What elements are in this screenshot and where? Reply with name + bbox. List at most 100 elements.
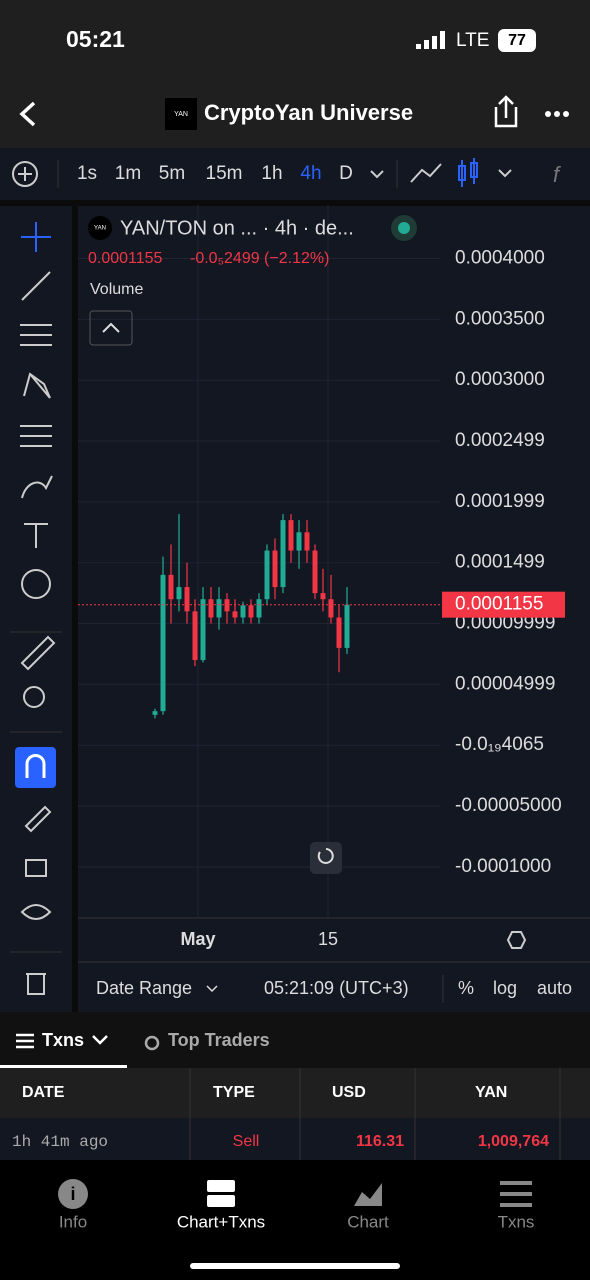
interval[interactable]: 5m — [159, 163, 185, 184]
dropdown — [206, 985, 218, 993]
candle-body — [288, 520, 294, 551]
column-header[interactable]: YAN — [475, 1084, 507, 1101]
crosshair-tool[interactable] — [21, 222, 51, 252]
brush-tool[interactable] — [21, 475, 53, 499]
visibility-tool[interactable] — [20, 904, 52, 920]
battery — [498, 29, 536, 52]
back-button[interactable] — [19, 101, 36, 127]
table-header — [0, 1068, 590, 1118]
add-button[interactable] — [12, 161, 38, 187]
header-title: CryptoYan Universe — [204, 100, 413, 125]
y-tick-label: -0.0001000 — [455, 856, 551, 877]
column-header[interactable]: DATE — [22, 1084, 65, 1101]
legend-change: -0.0₅2499 (−2.12%) — [190, 250, 329, 267]
x-tick-label: 15 — [318, 929, 338, 949]
candle-body — [264, 550, 270, 600]
candle-body — [344, 604, 350, 648]
legend-logo — [88, 216, 112, 240]
reset-button[interactable] — [310, 842, 342, 874]
candle-type[interactable] — [458, 158, 478, 187]
interval[interactable]: 1s — [77, 163, 97, 184]
trash-tool[interactable] — [26, 973, 46, 995]
candle-body — [248, 605, 254, 618]
interval[interactable]: 4h — [300, 163, 321, 184]
y-tick-label: 0.0001999 — [455, 491, 545, 512]
candle-body — [192, 611, 198, 661]
emoji-tool[interactable] — [21, 569, 51, 599]
lines-tool[interactable] — [20, 324, 52, 346]
dropdown — [92, 1035, 108, 1045]
candle-body — [160, 574, 166, 712]
text-tool[interactable] — [24, 523, 48, 548]
settings-button[interactable] — [506, 931, 527, 949]
legend-title: YAN/TON on ... · 4h · de... — [120, 217, 354, 239]
column-header[interactable]: USD — [332, 1084, 366, 1101]
line-type[interactable] — [410, 163, 442, 183]
option-auto[interactable]: auto — [537, 978, 572, 998]
candle-body — [208, 599, 214, 618]
tools — [20, 222, 56, 995]
candle-body — [272, 550, 278, 588]
interval[interactable]: 15m — [206, 163, 243, 184]
magnet-tool[interactable] — [15, 747, 56, 788]
volume-label: Volume — [90, 281, 143, 298]
candle-body — [320, 593, 326, 600]
candle-body — [312, 550, 318, 594]
y-tick-label: -0.0₁₉4065 — [455, 734, 544, 755]
pattern-tool[interactable] — [23, 372, 51, 399]
more-button[interactable] — [545, 111, 569, 117]
y-tick-label: 0.00004999 — [455, 673, 555, 694]
tab-bar — [0, 1012, 590, 1068]
magnet-icon — [25, 754, 46, 778]
nav-info[interactable]: Info — [59, 1212, 87, 1231]
candle-body — [304, 532, 310, 551]
y-tick-label: 0.0001499 — [455, 552, 545, 573]
candle-body — [176, 587, 182, 600]
nav-txns[interactable]: Txns — [498, 1212, 535, 1231]
candle-body — [152, 711, 158, 715]
fib-tool[interactable] — [20, 425, 52, 447]
table-cell: 1,009,764 — [478, 1133, 549, 1150]
zoom-tool[interactable] — [23, 686, 45, 708]
interval[interactable]: D — [339, 163, 353, 184]
nav-chart[interactable]: Chart — [347, 1212, 389, 1231]
ruler-tool[interactable] — [20, 635, 56, 671]
dropdown[interactable] — [370, 170, 384, 179]
indicators[interactable]: f — [553, 162, 562, 187]
y-tick-label: 0.0004000 — [455, 248, 545, 269]
candle-body — [224, 599, 230, 612]
tab-txns[interactable]: Txns — [42, 1030, 84, 1050]
column-header[interactable]: TYPE — [213, 1084, 255, 1101]
table-cell: 1h 41m ago — [12, 1133, 108, 1151]
tab-top-traders[interactable]: Top Traders — [168, 1030, 270, 1050]
clock: 05:21:09 (UTC+3) — [264, 978, 409, 998]
status-time: 05:21 — [66, 26, 125, 52]
txns-icon — [16, 1033, 34, 1049]
interval[interactable]: 1h — [261, 163, 282, 184]
lock-draw-tool[interactable] — [24, 805, 52, 833]
option-log[interactable]: log — [493, 978, 517, 998]
bottom-nav — [0, 1160, 590, 1280]
lock-tool[interactable] — [25, 859, 47, 877]
trend-tool[interactable] — [21, 271, 51, 301]
collapse-button[interactable] — [89, 310, 133, 346]
chart-txns-icon — [207, 1195, 235, 1207]
info-icon — [58, 1179, 88, 1209]
share-button[interactable] — [494, 95, 518, 128]
tool-panel — [0, 206, 72, 1016]
tab-indicator — [0, 1065, 127, 1068]
option-percent[interactable]: % — [458, 978, 474, 998]
toolbar — [0, 148, 590, 200]
candle-body — [296, 532, 302, 551]
candle-body — [328, 599, 334, 618]
logo — [165, 98, 197, 130]
interval[interactable]: 1m — [115, 163, 141, 184]
candle-body — [336, 617, 342, 648]
dropdown[interactable] — [498, 169, 512, 178]
reset-icon — [317, 848, 334, 864]
date-range[interactable]: Date Range — [96, 978, 192, 998]
nav-chart-txns[interactable]: Chart+Txns — [177, 1212, 265, 1231]
separator — [0, 200, 590, 206]
price-tag-label: 0.0001155 — [455, 594, 543, 615]
